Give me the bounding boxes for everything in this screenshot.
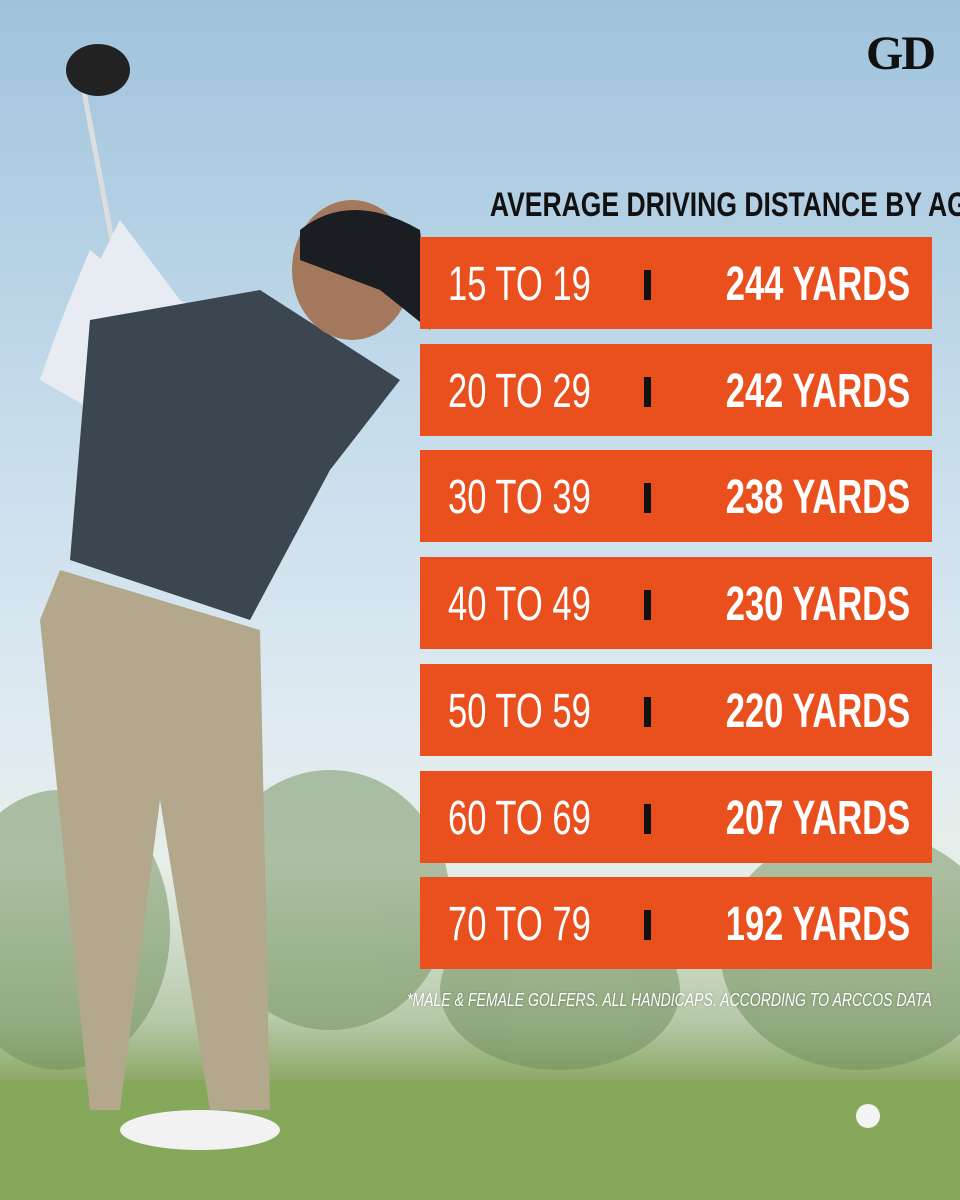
row: 15 TO 19 244 YARDS	[420, 237, 932, 329]
distance: 207 YARDS	[725, 791, 910, 845]
row: 60 TO 69 207 YARDS	[420, 770, 932, 863]
age-range: 30 TO 39	[448, 471, 591, 525]
divider	[644, 590, 651, 621]
logo: GD	[866, 27, 936, 80]
row: 30 TO 39 238 YARDS	[420, 450, 932, 543]
row: 50 TO 59 220 YARDS	[420, 663, 932, 756]
title: AVERAGE DRIVING DISTANCE BY AGE	[420, 186, 960, 225]
distance: 220 YARDS	[725, 684, 910, 738]
title-text: AVERAGE DRIVING DISTANCE BY AGE	[489, 186, 960, 224]
age-range: 60 TO 69	[448, 791, 591, 845]
age-range: 40 TO 49	[448, 578, 591, 632]
row: 70 TO 79 192 YARDS	[420, 877, 932, 970]
divider	[644, 270, 651, 300]
footnote: *MALE & FEMALE GOLFERS. ALL HANDICAPS. A…	[407, 990, 932, 1010]
divider	[644, 376, 651, 407]
distance: 238 YARDS	[725, 471, 910, 525]
row: 40 TO 49 230 YARDS	[420, 557, 932, 650]
row: 20 TO 29 242 YARDS	[420, 343, 932, 436]
age-range: 70 TO 79	[448, 898, 591, 952]
distance: 244 YARDS	[725, 258, 910, 311]
distance: 230 YARDS	[725, 578, 910, 632]
age-range: 15 TO 19	[448, 258, 591, 311]
distance: 192 YARDS	[725, 898, 910, 952]
divider	[644, 696, 651, 727]
age-range: 20 TO 29	[448, 364, 591, 418]
divider	[644, 483, 651, 514]
age-range: 50 TO 59	[448, 684, 591, 738]
divider	[644, 803, 651, 834]
distance: 242 YARDS	[725, 364, 910, 418]
divider	[644, 910, 651, 941]
